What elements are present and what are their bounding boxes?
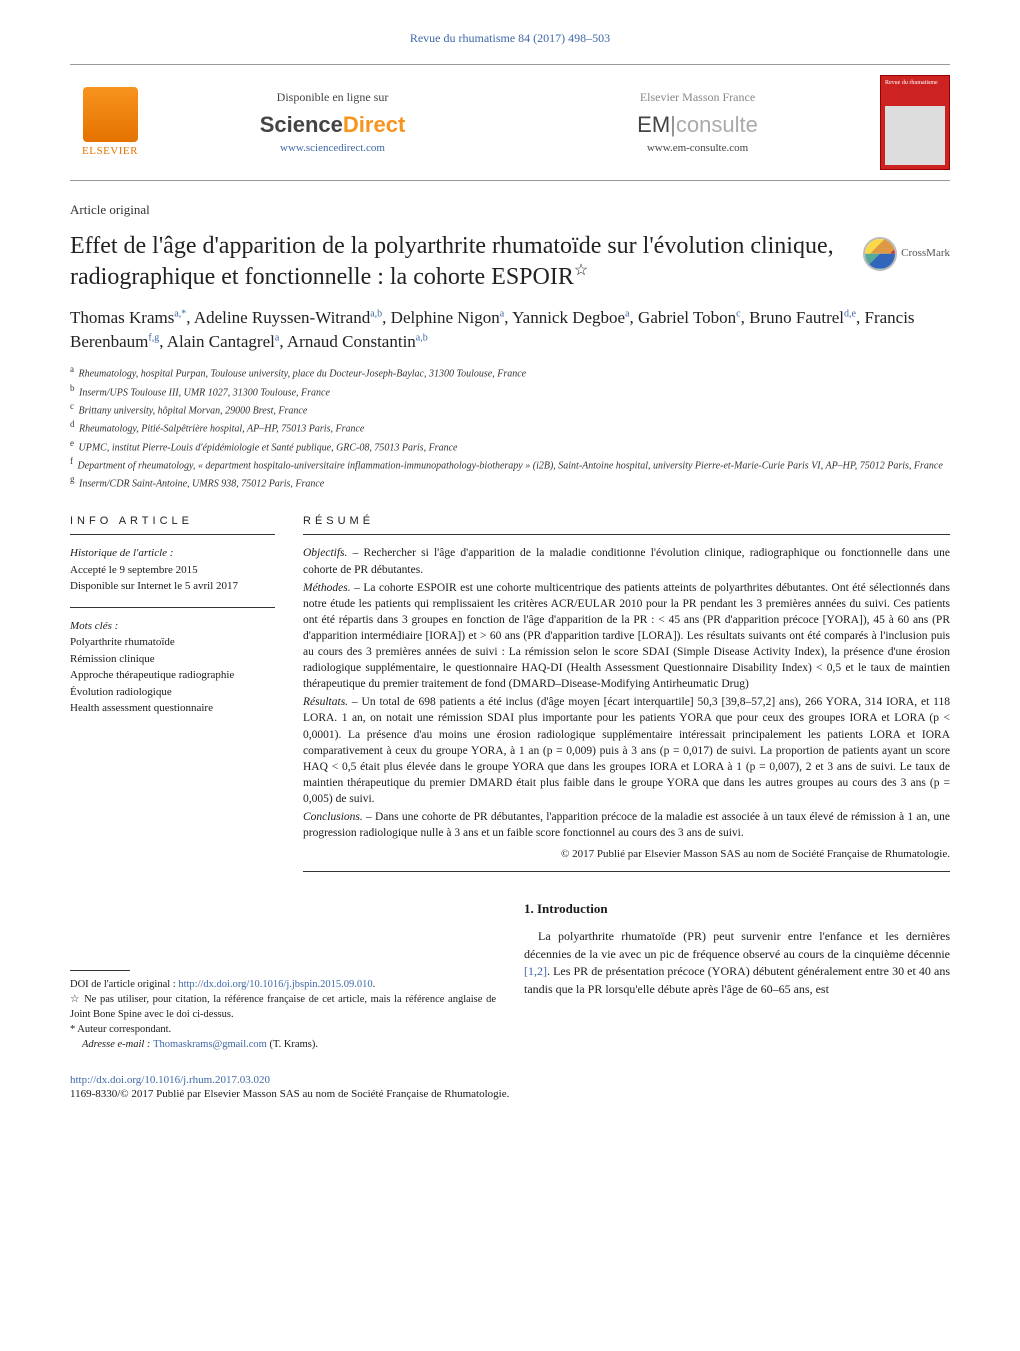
footnotes: DOI de l'article original : http://dx.do… [70,977,496,1053]
affiliation-line: g Inserm/CDR Saint-Antoine, UMRS 938, 75… [70,473,950,491]
citation-note: ☆ Ne pas utiliser, pour citation, la réf… [70,992,496,1022]
keywords-label: Mots clés : [70,618,275,635]
sd-brand-part1: Science [260,112,343,137]
corr-text: Auteur correspondant. [75,1024,171,1035]
sd-brand-part2: Direct [343,112,405,137]
title-text: Effet de l'âge d'apparition de la polyar… [70,233,834,290]
crossmark-icon [863,237,897,271]
objectifs-text: Rechercher si l'âge d'apparition de la m… [303,547,950,575]
methodes-label: Méthodes. – [303,582,360,594]
keyword: Polyarthrite rhumatoïde [70,634,275,651]
history-label: Historique de l'article : [70,545,275,562]
article-type: Article original [70,201,950,219]
citation-link-1-2[interactable]: [1,2] [524,964,547,978]
keyword: Health assessment questionnaire [70,700,275,717]
crossmark-widget[interactable]: CrossMark [863,237,950,271]
doi-label: DOI de l'article original : [70,979,178,990]
keyword: Évolution radiologique [70,684,275,701]
publisher-topbar: ELSEVIER Disponible en ligne sur Science… [70,64,950,181]
em-logo-part2: consulte [676,112,758,137]
affiliation-line: e UPMC, institut Pierre-Louis d'épidémio… [70,437,950,455]
sd-available-label: Disponible en ligne sur [150,89,515,105]
article-doi-link[interactable]: http://dx.doi.org/10.1016/j.rhum.2017.03… [70,1074,270,1086]
author-email-link[interactable]: Thomaskrams@gmail.com [153,1039,267,1050]
objectifs-label: Objectifs. – [303,547,358,559]
elsevier-tree-icon [83,87,138,142]
introduction-heading: 1. Introduction [524,900,950,919]
abstract-bottom-rule [303,871,950,872]
original-doi-link[interactable]: http://dx.doi.org/10.1016/j.jbspin.2015.… [178,979,372,990]
journal-cover-title: Revue du rhumatisme [885,80,938,87]
article-history: Historique de l'article : Accepté le 9 s… [70,545,275,595]
article-info-column: INFO ARTICLE Historique de l'article : A… [70,514,275,872]
resultats-label: Résultats. – [303,696,358,708]
abstract-column: RÉSUMÉ Objectifs. – Rechercher si l'âge … [303,514,950,872]
original-doi-line: DOI de l'article original : http://dx.do… [70,977,496,992]
online-date: Disponible sur Internet le 5 avril 2017 [70,578,275,595]
affiliation-line: c Brittany university, hôpital Morvan, 2… [70,400,950,418]
emconsulte-block: Elsevier Masson France EM|consulte www.e… [515,89,880,156]
abstract-copyright: © 2017 Publié par Elsevier Masson SAS au… [303,847,950,862]
article-title: Effet de l'âge d'apparition de la polyar… [70,231,843,292]
title-footnote-marker: ☆ [574,262,588,279]
sciencedirect-block: Disponible en ligne sur ScienceDirect ww… [150,89,515,156]
accepted-date: Accepté le 9 septembre 2015 [70,562,275,579]
affiliations-list: a Rheumatology, hospital Purpan, Toulous… [70,363,950,491]
authors-list: Thomas Kramsa,*, Adeline Ruyssen-Witrand… [70,306,950,354]
issn-copyright: 1169-8330/© 2017 Publié par Elsevier Mas… [70,1087,950,1102]
sciencedirect-logo[interactable]: ScienceDirect [150,110,515,140]
introduction-column: 1. Introduction La polyarthrite rhumatoï… [524,900,950,1053]
email-line: Adresse e-mail : Thomaskrams@gmail.com (… [70,1037,496,1052]
abstract-heading: RÉSUMÉ [303,514,950,536]
keywords-block: Mots clés : Polyarthrite rhumatoïdeRémis… [70,618,275,717]
elsevier-logo[interactable]: ELSEVIER [70,87,150,159]
intro-text-1: La polyarthrite rhumatoïde (PR) peut sur… [524,929,950,960]
conclusions-text: Dans une cohorte de PR débutantes, l'app… [303,811,950,839]
corresponding-author: * Auteur correspondant. [70,1022,496,1037]
keyword: Rémission clinique [70,651,275,668]
journal-cover-thumbnail[interactable]: Revue du rhumatisme [880,75,950,170]
affiliation-line: d Rheumatology, Pitié-Salpêtrière hospit… [70,418,950,436]
em-logo-part1: EM [637,112,670,137]
info-divider [70,607,275,608]
conclusions-label: Conclusions. – [303,811,372,823]
keyword: Approche thérapeutique radiographie [70,667,275,684]
email-suffix: (T. Krams). [267,1039,318,1050]
abstract-body: Objectifs. – Rechercher si l'âge d'appar… [303,545,950,862]
crossmark-label: CrossMark [901,246,950,261]
sciencedirect-url[interactable]: www.sciencedirect.com [150,141,515,156]
journal-header: Revue du rhumatisme 84 (2017) 498–503 [70,30,950,46]
page-footer: http://dx.doi.org/10.1016/j.rhum.2017.03… [70,1073,950,1103]
note-marker: ☆ [70,994,80,1005]
emconsulte-url[interactable]: www.em-consulte.com [515,141,880,156]
elsevier-label: ELSEVIER [82,144,138,159]
intro-text-2: . Les PR de présentation précoce (YORA) … [524,964,950,995]
email-label: Adresse e-mail : [82,1039,153,1050]
footnotes-column: DOI de l'article original : http://dx.do… [70,900,496,1053]
affiliation-line: f Department of rheumatology, « departme… [70,455,950,473]
footnotes-rule [70,970,130,971]
note-text: Ne pas utiliser, pour citation, la référ… [70,994,496,1020]
introduction-paragraph: La polyarthrite rhumatoïde (PR) peut sur… [524,928,950,998]
affiliation-line: b Inserm/UPS Toulouse III, UMR 1027, 313… [70,382,950,400]
emconsulte-logo[interactable]: EM|consulte [515,110,880,140]
em-brand-label: Elsevier Masson France [515,89,880,105]
resultats-text: Un total de 698 patients a été inclus (d… [303,696,950,805]
methodes-text: La cohorte ESPOIR est une cohorte multic… [303,582,950,691]
info-heading: INFO ARTICLE [70,514,275,536]
affiliation-line: a Rheumatology, hospital Purpan, Toulous… [70,363,950,381]
